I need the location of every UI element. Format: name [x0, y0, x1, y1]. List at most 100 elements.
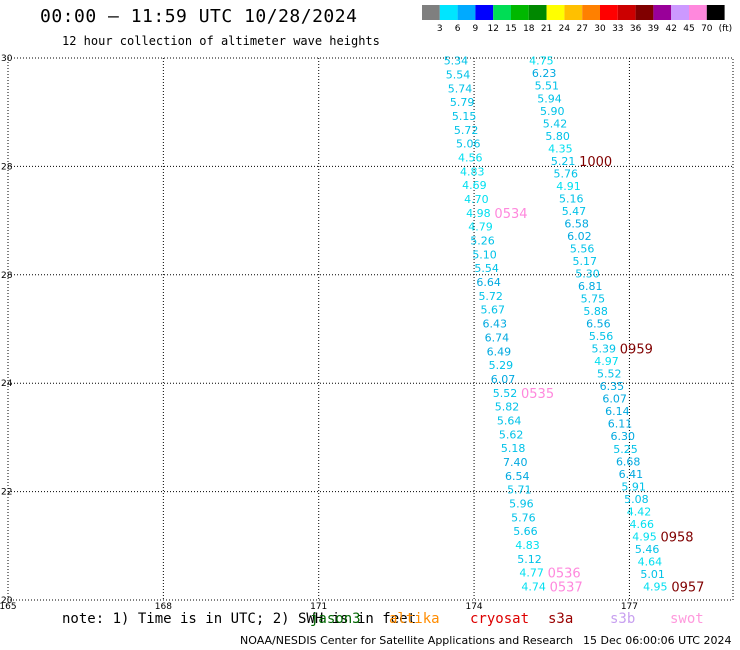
pass-time-label: 0958: [660, 530, 693, 545]
x-tick-label: 165: [0, 602, 17, 610]
swh-value: 6.56: [586, 318, 611, 331]
colorbar-tick-label: 30: [594, 24, 606, 34]
swh-value: 5.71: [507, 484, 532, 497]
swh-value: 5.54: [474, 262, 499, 275]
swh-value: 5.46: [635, 543, 660, 556]
swh-value: 5.15: [452, 110, 477, 123]
swh-value: 5.54: [446, 69, 471, 82]
colorbar-swatch: [706, 5, 725, 20]
swh-value: 4.35: [548, 142, 573, 155]
swh-value: 7.40: [503, 456, 528, 469]
colorbar-tick-label: 42: [665, 24, 676, 34]
footer-note: note: 1) Time is in UTC; 2) SWH is in fe…: [62, 611, 417, 627]
swh-value: 5.62: [499, 428, 524, 441]
colorbar-swatch: [600, 5, 618, 20]
swh-value: 6.14: [605, 405, 630, 418]
swh-value: 5.96: [509, 497, 534, 510]
swh-value: 6.49: [487, 345, 512, 358]
colorbar-ticks: 3 6 9 12 15 18 21 24 27 30 33 36 39 42 45 70 (ft): [437, 24, 732, 34]
colorbar-swatch: [439, 5, 458, 20]
swh-value: 5.56: [570, 242, 595, 255]
swh-value: 5.74: [448, 82, 473, 95]
credit-text: NOAA/NESDIS Center for Satellite Applica…: [240, 634, 574, 647]
swh-value: 5.52: [493, 387, 518, 400]
swh-value: 4.83: [460, 165, 485, 178]
colorbar-tick-label: 12: [487, 24, 498, 34]
swh-value: 6.07: [491, 373, 516, 386]
swh-value: 4.83: [515, 539, 540, 552]
legend-swot: swot: [670, 611, 704, 627]
colorbar-tick-label: 33: [612, 24, 623, 34]
x-tick-label: 174: [465, 602, 482, 610]
swh-value: 5.56: [589, 330, 614, 343]
swh-value: 4.42: [627, 505, 652, 518]
y-tick-label: 24: [1, 379, 13, 389]
x-tick-label: 177: [621, 602, 638, 610]
swh-value: 4.77: [519, 567, 544, 580]
swh-value: 4.98: [466, 207, 491, 220]
swh-value: 6.58: [564, 217, 589, 230]
swh-value: 5.76: [554, 167, 579, 180]
pass-time-label: 0534: [494, 207, 527, 222]
swh-value: 4.79: [468, 221, 493, 234]
pass-time-label: 0957: [671, 580, 704, 595]
colorbar-swatches: [422, 5, 725, 20]
track-track-b: 4.756.235.515.945.905.425.804.355.215.76…: [529, 55, 704, 596]
swh-value: 4.69: [462, 179, 487, 192]
legend-altika: altika: [389, 611, 440, 627]
swh-value: 5.16: [559, 192, 584, 205]
colorbar-tick-label: 70: [701, 24, 713, 34]
colorbar-tick-label: 45: [683, 24, 694, 34]
swh-value: 4.66: [630, 518, 655, 531]
swh-value: 5.34: [444, 55, 469, 68]
x-tick-label: 171: [310, 602, 327, 610]
colorbar-tick-label: 24: [559, 24, 571, 34]
legend-s3b: s3b: [610, 611, 636, 627]
pass-time-label: 0959: [620, 343, 653, 358]
colorbar-tick-label: 36: [630, 24, 642, 34]
swh-value: 6.64: [476, 276, 501, 289]
track-track-a: 5.345.545.745.795.155.725.064.564.834.69…: [444, 55, 583, 596]
pass-time-label: 0537: [550, 580, 583, 595]
pass-time-label: 0535: [521, 387, 554, 402]
swh-value: 5.72: [454, 124, 479, 137]
swh-value: 4.64: [638, 555, 663, 568]
colorbar-swatch: [422, 5, 440, 20]
swh-value: 5.90: [540, 105, 565, 118]
swh-value: 6.02: [567, 230, 592, 243]
swh-value: 6.11: [608, 418, 633, 431]
swh-value: 5.18: [501, 442, 526, 455]
swh-value: 5.39: [592, 343, 617, 356]
swh-value: 5.17: [573, 255, 598, 268]
swh-value: 4.75: [529, 55, 554, 68]
swh-value: 5.52: [597, 368, 622, 381]
swh-value: 6.54: [505, 470, 530, 483]
swh-value: 5.25: [613, 443, 638, 456]
swh-value: 4.95: [632, 530, 657, 543]
swh-value: 5.80: [545, 130, 570, 143]
swh-value: 5.26: [470, 235, 495, 248]
swh-value: 5.42: [543, 117, 568, 130]
swh-value: 5.82: [495, 401, 520, 414]
swh-value: 5.30: [575, 268, 600, 281]
colorbar-swatch: [689, 5, 707, 20]
legend-s3a: s3a: [548, 611, 574, 627]
swh-value: 5.01: [640, 568, 665, 581]
colorbar-swatch: [635, 5, 654, 20]
y-tick-label: 28: [1, 162, 13, 172]
swh-value: 6.23: [532, 67, 557, 80]
swh-value: 6.68: [616, 455, 641, 468]
y-tick-label: 22: [1, 488, 12, 498]
swh-value: 5.94: [537, 92, 562, 105]
colorbar-swatch: [457, 5, 476, 20]
x-tick-label: 168: [155, 602, 172, 610]
colorbar-swatch: [475, 5, 494, 20]
chart-subtitle: 12 hour collection of altimeter wave hei…: [62, 34, 380, 48]
pass-time-label: 1000: [579, 155, 612, 170]
generated-timestamp: 15 Dec 06:00:06 UTC 2024: [583, 634, 732, 647]
swh-value: 5.21: [551, 155, 576, 168]
swh-value: 5.91: [621, 480, 646, 493]
swh-value: 6.74: [485, 331, 510, 344]
swh-value: 5.12: [517, 553, 542, 566]
